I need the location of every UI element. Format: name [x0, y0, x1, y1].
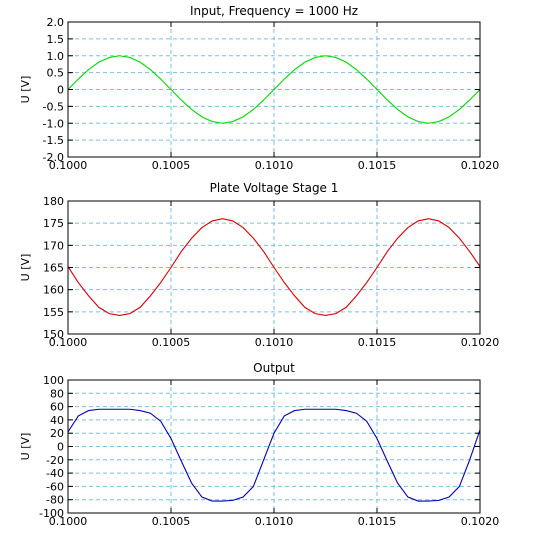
y-tick-label: -1.0: [43, 117, 64, 130]
chart-title: Output: [253, 361, 295, 375]
x-tick-label: 0.1000: [49, 515, 88, 528]
y-tick-label: -1.5: [43, 134, 64, 147]
x-tick-label: 0.1005: [152, 515, 191, 528]
y-tick-label: -60: [46, 480, 64, 493]
y-tick-label: 40: [50, 414, 64, 427]
chart-title: Input, Frequency = 1000 Hz: [190, 4, 358, 18]
y-tick-label: 0: [57, 84, 64, 97]
x-tick-label: 0.1000: [49, 336, 88, 349]
y-axis-label: U [V]: [19, 254, 32, 282]
y-tick-label: -20: [46, 454, 64, 467]
y-tick-label: 165: [43, 262, 64, 275]
chart-panel-1: Input, Frequency = 1000 Hz -2.0 -1.5 -1.0 -0…: [19, 4, 499, 172]
y-tick-label: 60: [50, 401, 64, 414]
y-tick-label: 155: [43, 306, 64, 319]
x-tick-label: 0.1010: [255, 515, 294, 528]
x-tick-label: 0.1010: [255, 336, 294, 349]
x-tick-label: 0.1005: [152, 336, 191, 349]
series-line-1: [67, 55, 481, 124]
series-line-1: [67, 218, 481, 316]
y-tick-label: 160: [43, 284, 64, 297]
y-axis-label: U [V]: [19, 433, 32, 461]
y-tick-label: 2.0: [47, 16, 65, 29]
y-tick-label: 0: [57, 441, 64, 454]
y-tick-label: -0.5: [43, 100, 64, 113]
x-tick-label: 0.1015: [358, 515, 397, 528]
series-line-1: [67, 408, 481, 502]
x-tick-label: 0.1015: [358, 336, 397, 349]
x-tick-label: 0.1010: [255, 159, 294, 172]
y-tick-label: 150: [43, 328, 64, 341]
x-tick-label: 0.1015: [358, 159, 397, 172]
x-tick-label: 0.1020: [461, 336, 500, 349]
x-tick-label: 0.1000: [49, 159, 88, 172]
y-tick-label: 100: [43, 374, 64, 387]
y-tick-label: 20: [50, 427, 64, 440]
chart-title: Plate Voltage Stage 1: [210, 181, 339, 195]
y-tick-label: -80: [46, 494, 64, 507]
y-tick-label: -40: [46, 467, 64, 480]
y-tick-label: 1.0: [47, 50, 65, 63]
y-tick-label: 170: [43, 239, 64, 252]
y-tick-label: -100: [39, 507, 64, 520]
x-tick-label: 0.1020: [461, 159, 500, 172]
y-axis-label: U [V]: [19, 76, 32, 104]
chart-panel-2: Plate Voltage Stage 1 150 155 160 165 170 175 1…: [19, 181, 499, 349]
y-tick-label: 1.5: [47, 33, 65, 46]
y-tick-label: -2.0: [43, 151, 64, 164]
y-tick-label: 80: [50, 387, 64, 400]
x-tick-label: 0.1020: [461, 515, 500, 528]
y-tick-label: 180: [43, 195, 64, 208]
x-tick-label: 0.1005: [152, 159, 191, 172]
y-tick-label: 175: [43, 217, 64, 230]
y-tick-label: 0.5: [47, 67, 65, 80]
